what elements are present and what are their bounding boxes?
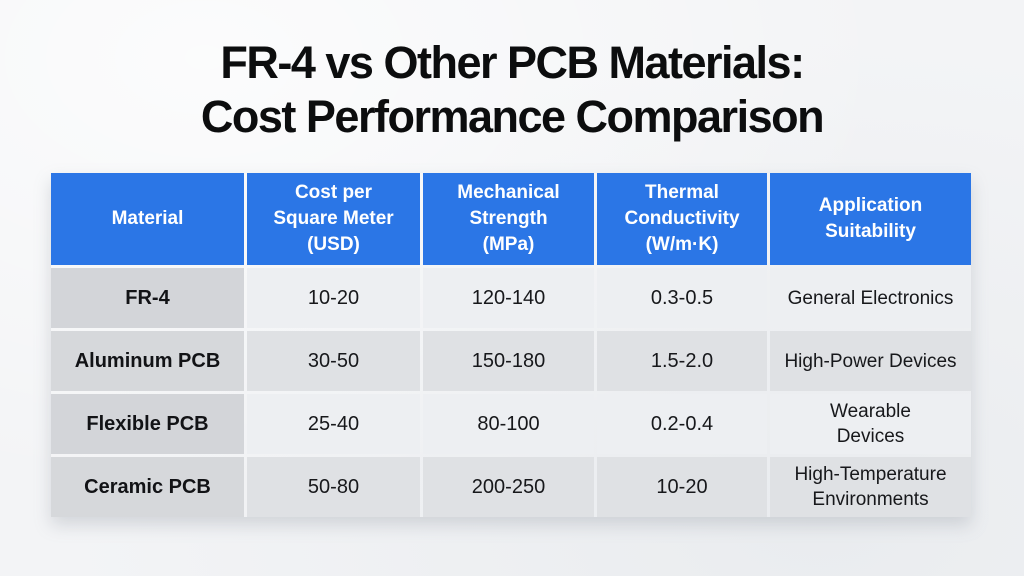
cell-cost: 50-80	[247, 457, 420, 517]
cell-strength: 150-180	[423, 331, 594, 391]
cell-application: Wearable Devices	[770, 394, 971, 454]
cell-material: FR-4	[51, 268, 244, 328]
cell-strength: 80-100	[423, 394, 594, 454]
cell-application: High-Temperature Environments	[770, 457, 971, 517]
cell-application: High-Power Devices	[770, 331, 971, 391]
page-title-line2: Cost Performance Comparison	[200, 91, 825, 142]
cell-cost: 10-20	[247, 268, 420, 328]
cell-cost: 25-40	[247, 394, 420, 454]
cell-conductivity: 1.5-2.0	[597, 331, 767, 391]
column-header-strength: Mechanical Strength (MPa)	[423, 173, 594, 265]
cell-strength: 120-140	[423, 268, 594, 328]
cell-conductivity: 10-20	[597, 457, 767, 517]
cell-material: Flexible PCB	[51, 394, 244, 454]
cell-conductivity: 0.3-0.5	[597, 268, 767, 328]
page-title: FR-4 vs Other PCB Materials: Cost Perform…	[0, 36, 1024, 144]
cell-strength: 200-250	[423, 457, 594, 517]
column-header-application: Application Suitability	[770, 173, 971, 265]
column-header-material: Material	[51, 173, 244, 265]
pcb-materials-comparison-table: Material Cost per Square Meter (USD) Mec…	[51, 173, 971, 517]
cell-material: Ceramic PCB	[51, 457, 244, 517]
column-header-conductivity: Thermal Conductivity (W/m·K)	[597, 173, 767, 265]
page-title-line1: FR-4 vs Other PCB Materials:	[220, 37, 805, 88]
cell-cost: 30-50	[247, 331, 420, 391]
cell-application: General Electronics	[770, 268, 971, 328]
cell-material: Aluminum PCB	[51, 331, 244, 391]
column-header-cost: Cost per Square Meter (USD)	[247, 173, 420, 265]
cell-conductivity: 0.2-0.4	[597, 394, 767, 454]
